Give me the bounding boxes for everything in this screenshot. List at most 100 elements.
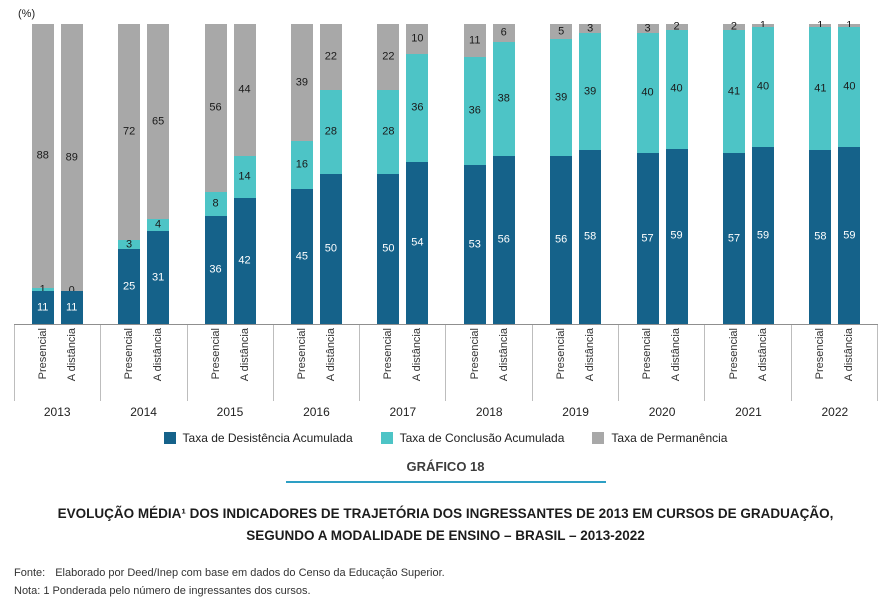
modality-label-cell: Presencial (809, 328, 831, 401)
segment-value-label: 54 (411, 236, 424, 249)
modality-label: A distância (411, 328, 424, 382)
segment-value-label: 36 (209, 263, 222, 276)
bar-segment: 2 (665, 21, 688, 32)
bar-segment: 44 (233, 24, 256, 156)
segment-value-label: 59 (670, 229, 683, 242)
segment-value-label: 5 (558, 25, 565, 37)
bar-segment: 39 (290, 24, 313, 141)
bar-segment: 36 (463, 57, 486, 165)
bar-segment: 59 (751, 147, 774, 324)
bar-segment: 56 (492, 156, 515, 324)
bar-segment: 14 (233, 156, 256, 198)
caption-line-2: SEGUNDO A MODALIDADE DE ENSINO – BRASIL … (246, 527, 645, 543)
year-group-2014: 72 3 25 65 4 31 (100, 24, 186, 324)
bar-segment: 11 (463, 24, 486, 57)
modality-label: Presencial (37, 328, 50, 380)
legend-label-conclusao: Taxa de Conclusão Acumulada (399, 431, 565, 445)
segment-value-label: 36 (468, 104, 481, 117)
modality-label-group: Presencial A distância (704, 325, 790, 401)
bar-segment: 22 (319, 24, 342, 90)
bar-segment: 45 (290, 189, 313, 324)
bar-segment: 40 (751, 27, 774, 147)
year-group-2019: 5 39 56 3 39 58 (532, 23, 618, 324)
bar-segment: 57 (636, 153, 659, 324)
segment-value-label: 2 (730, 20, 738, 33)
modality-label: A distância (842, 328, 855, 382)
modality-label-group: Presencial A distância (359, 325, 445, 401)
modality-label: A distância (670, 328, 683, 382)
bar-segment: 65 (147, 24, 170, 219)
bar-segment: 36 (406, 54, 429, 162)
year-group-2015: 56 8 36 44 14 42 (187, 24, 273, 324)
year-label: 2019 (562, 405, 589, 419)
bar-segment: 1 (31, 284, 54, 295)
bar-presencial-2019: 5 39 56 (550, 24, 573, 324)
legend-label-permanencia: Taxa de Permanência (611, 431, 728, 445)
modality-label-cell: Presencial (464, 328, 486, 401)
bar-distancia-2016: 22 28 50 (319, 24, 342, 324)
segment-value-label: 6 (500, 26, 507, 39)
bar-segment: 1 (809, 20, 832, 31)
legend-item-conclusao: Taxa de Conclusão Acumulada (380, 431, 565, 445)
segment-value-label: 0 (69, 285, 75, 297)
modality-label: A distância (756, 328, 769, 382)
bar-segment: 11 (60, 291, 83, 324)
segment-value-label: 59 (843, 229, 856, 241)
modality-label-row: Presencial A distância Presencial A distânc… (14, 325, 878, 401)
bar-segment: 88 (31, 24, 54, 288)
bar-segment: 38 (492, 42, 515, 156)
bar-presencial-2017: 22 28 50 (377, 24, 400, 324)
modality-label-cell: A distância (493, 328, 515, 401)
segment-value-label: 40 (843, 80, 856, 93)
year-label: 2016 (303, 405, 330, 419)
bar-segment: 41 (809, 27, 832, 150)
modality-label-cell: A distância (61, 328, 83, 401)
segment-value-label: 8 (212, 197, 219, 210)
modality-label: A distância (497, 328, 510, 382)
modality-label: Presencial (813, 328, 826, 380)
modality-label: Presencial (727, 328, 740, 380)
year-label-row: 2013 2014 2015 2016 2017 2018 2019 2020 2021 2022 (14, 401, 878, 419)
modality-label-cell: A distância (234, 328, 256, 401)
segment-value-label: 44 (238, 83, 251, 96)
segment-value-label: 4 (155, 218, 162, 231)
segment-value-label: 88 (36, 149, 49, 162)
modality-label: Presencial (123, 328, 136, 380)
bar-distancia-2022: 1 40 59 (838, 20, 861, 324)
legend-swatch-desistencia (163, 432, 176, 444)
segment-value-label: 56 (209, 101, 222, 114)
segment-value-label: 11 (36, 301, 49, 313)
year-label: 2015 (216, 405, 244, 419)
year-group-2016: 39 16 45 22 28 50 (273, 24, 359, 324)
segment-value-label: 72 (122, 125, 136, 138)
title-underline (285, 481, 606, 483)
segment-value-label: 39 (555, 91, 568, 103)
bar-segment: 50 (319, 174, 342, 324)
year-group-2017: 22 28 50 10 36 54 (360, 24, 446, 324)
segment-value-label: 25 (122, 280, 136, 292)
modality-label-group: Presencial A distância (531, 325, 618, 401)
segment-value-label: 1 (39, 283, 46, 295)
bar-segment: 5 (550, 24, 573, 39)
bar-segment: 58 (809, 150, 832, 324)
segment-value-label: 1 (817, 19, 824, 31)
segment-value-label: 41 (814, 82, 827, 94)
bar-segment: 10 (406, 24, 429, 54)
modality-label: A distância (238, 328, 251, 382)
year-label: 2020 (648, 405, 676, 419)
modality-label-cell: A distância (406, 328, 428, 401)
modality-label-group: Presencial A distância (100, 325, 186, 401)
segment-value-label: 11 (469, 34, 481, 46)
modality-label: A distância (325, 328, 338, 382)
modality-label-group: Presencial A distância (618, 325, 704, 401)
modality-label: A distância (152, 328, 165, 382)
segment-value-label: 89 (65, 151, 78, 163)
modality-label-cell: Presencial (291, 328, 313, 401)
segment-value-label: 3 (644, 22, 651, 34)
modality-label: Presencial (382, 328, 395, 380)
year-group-2020: 3 40 57 2 40 59 (619, 21, 705, 324)
segment-value-label: 28 (382, 125, 395, 138)
year-group-2013: 8811189011 (14, 24, 100, 324)
segment-value-label: 39 (584, 85, 597, 97)
